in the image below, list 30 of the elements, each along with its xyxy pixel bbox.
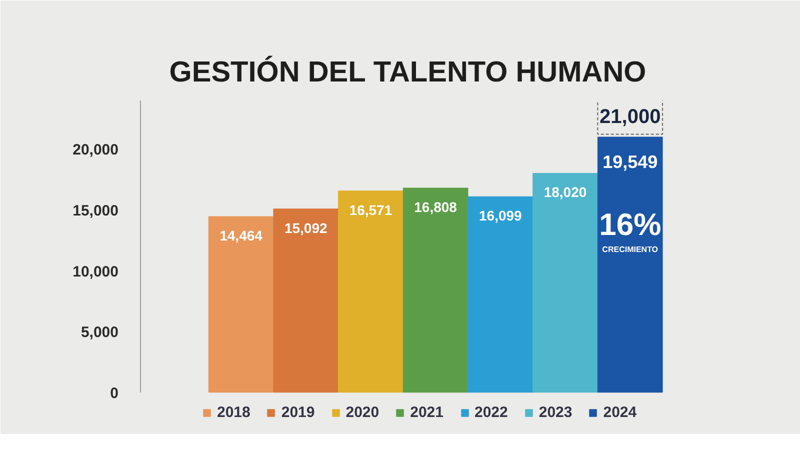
bar: [597, 136, 663, 393]
legend-label: 2019: [281, 404, 315, 421]
data-label: 16,808: [414, 198, 458, 215]
legend-label: 2022: [474, 404, 508, 421]
bar: [208, 216, 274, 393]
legend-label: 2018: [217, 404, 250, 421]
y-tick-label: 5,000: [80, 324, 119, 342]
bar: [273, 208, 339, 393]
annotation: 16%: [599, 206, 662, 242]
bar: [468, 196, 534, 393]
y-tick-label: 20,000: [72, 142, 119, 159]
data-label: 14,464: [220, 227, 263, 244]
annotation: CRECIMIENTO: [602, 244, 658, 254]
data-label: 16,571: [349, 202, 392, 218]
legend-label: 2020: [346, 404, 380, 421]
data-label: 21,000: [600, 106, 661, 128]
bar: [532, 172, 598, 393]
legend-label: 2021: [410, 404, 444, 421]
data-label: 15,092: [284, 220, 328, 236]
legend-label: 2024: [603, 404, 637, 421]
data-label: 16,099: [479, 208, 522, 224]
legend-label: 2023: [538, 404, 572, 421]
chart-title: GESTIÓN DEL TALENTO HUMANO: [169, 56, 646, 88]
annotation: 19,549: [602, 152, 658, 172]
data-label: 18,020: [544, 184, 587, 200]
bar: [402, 188, 468, 393]
bar: [338, 190, 404, 393]
y-tick-label: 10,000: [72, 263, 119, 280]
y-tick-label: 15,000: [72, 202, 119, 220]
y-tick-label: 0: [110, 384, 118, 402]
